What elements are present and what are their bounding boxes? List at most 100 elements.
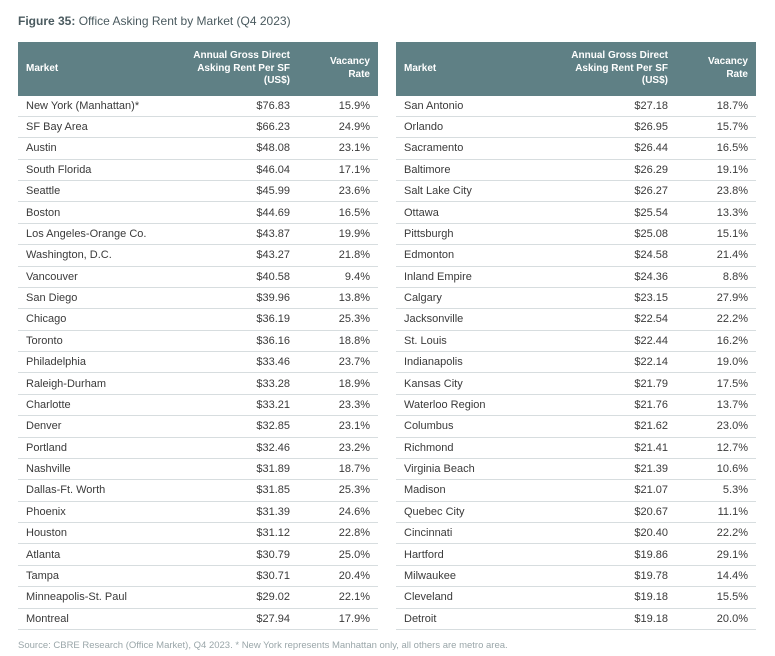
cell-rent: $27.18 xyxy=(546,96,676,117)
table-row: Denver$32.8523.1% xyxy=(18,416,378,437)
table-row: Virginia Beach$21.3910.6% xyxy=(396,458,756,479)
cell-market: Toronto xyxy=(18,330,168,351)
table-row: Toronto$36.1618.8% xyxy=(18,330,378,351)
col-header-market: Market xyxy=(18,42,168,96)
cell-rent: $20.40 xyxy=(546,523,676,544)
cell-vacancy: 20.4% xyxy=(298,565,378,586)
cell-vacancy: 20.0% xyxy=(676,608,756,629)
cell-vacancy: 19.9% xyxy=(298,223,378,244)
cell-rent: $43.27 xyxy=(168,245,298,266)
cell-vacancy: 25.3% xyxy=(298,309,378,330)
cell-rent: $26.29 xyxy=(546,159,676,180)
cell-rent: $27.94 xyxy=(168,608,298,629)
source-note: Source: CBRE Research (Office Market), Q… xyxy=(18,640,757,651)
cell-rent: $36.16 xyxy=(168,330,298,351)
cell-rent: $22.54 xyxy=(546,309,676,330)
table-row: Richmond$21.4112.7% xyxy=(396,437,756,458)
cell-vacancy: 23.1% xyxy=(298,416,378,437)
cell-rent: $21.07 xyxy=(546,480,676,501)
rent-table-left: Market Annual Gross Direct Asking Rent P… xyxy=(18,42,378,630)
cell-vacancy: 14.4% xyxy=(676,565,756,586)
cell-market: Boston xyxy=(18,202,168,223)
cell-market: Philadelphia xyxy=(18,352,168,373)
cell-rent: $40.58 xyxy=(168,266,298,287)
cell-rent: $22.44 xyxy=(546,330,676,351)
cell-rent: $26.95 xyxy=(546,116,676,137)
cell-vacancy: 22.2% xyxy=(676,523,756,544)
table-header-row: Market Annual Gross Direct Asking Rent P… xyxy=(396,42,756,96)
table-row: Philadelphia$33.4623.7% xyxy=(18,352,378,373)
cell-vacancy: 18.7% xyxy=(676,96,756,117)
cell-vacancy: 23.6% xyxy=(298,181,378,202)
cell-market: Calgary xyxy=(396,287,546,308)
table-row: Seattle$45.9923.6% xyxy=(18,181,378,202)
cell-vacancy: 21.8% xyxy=(298,245,378,266)
cell-vacancy: 24.9% xyxy=(298,116,378,137)
cell-vacancy: 11.1% xyxy=(676,501,756,522)
cell-market: Hartford xyxy=(396,544,546,565)
table-row: Austin$48.0823.1% xyxy=(18,138,378,159)
cell-market: Edmonton xyxy=(396,245,546,266)
cell-market: Pittsburgh xyxy=(396,223,546,244)
cell-vacancy: 23.2% xyxy=(298,437,378,458)
cell-rent: $33.28 xyxy=(168,373,298,394)
cell-market: Vancouver xyxy=(18,266,168,287)
cell-rent: $21.76 xyxy=(546,394,676,415)
cell-vacancy: 19.0% xyxy=(676,352,756,373)
cell-market: Indianapolis xyxy=(396,352,546,373)
cell-vacancy: 9.4% xyxy=(298,266,378,287)
cell-market: Waterloo Region xyxy=(396,394,546,415)
cell-rent: $26.44 xyxy=(546,138,676,159)
cell-market: Charlotte xyxy=(18,394,168,415)
table-row: St. Louis$22.4416.2% xyxy=(396,330,756,351)
table-row: Cincinnati$20.4022.2% xyxy=(396,523,756,544)
cell-vacancy: 5.3% xyxy=(676,480,756,501)
cell-vacancy: 13.8% xyxy=(298,287,378,308)
cell-rent: $33.46 xyxy=(168,352,298,373)
table-row: SF Bay Area$66.2324.9% xyxy=(18,116,378,137)
col-header-rent: Annual Gross Direct Asking Rent Per SF (… xyxy=(546,42,676,96)
cell-market: Orlando xyxy=(396,116,546,137)
cell-vacancy: 17.1% xyxy=(298,159,378,180)
cell-vacancy: 27.9% xyxy=(676,287,756,308)
table-row: Orlando$26.9515.7% xyxy=(396,116,756,137)
cell-market: Richmond xyxy=(396,437,546,458)
table-row: Indianapolis$22.1419.0% xyxy=(396,352,756,373)
table-row: Charlotte$33.2123.3% xyxy=(18,394,378,415)
cell-vacancy: 23.7% xyxy=(298,352,378,373)
cell-market: Jacksonville xyxy=(396,309,546,330)
figure-title: Figure 35: Office Asking Rent by Market … xyxy=(18,14,757,28)
cell-rent: $25.08 xyxy=(546,223,676,244)
cell-vacancy: 22.2% xyxy=(676,309,756,330)
cell-rent: $24.36 xyxy=(546,266,676,287)
cell-market: Portland xyxy=(18,437,168,458)
col-header-market: Market xyxy=(396,42,546,96)
cell-market: Quebec City xyxy=(396,501,546,522)
figure-subtitle: Office Asking Rent by Market (Q4 2023) xyxy=(79,14,291,28)
table-row: Salt Lake City$26.2723.8% xyxy=(396,181,756,202)
table-row: Vancouver$40.589.4% xyxy=(18,266,378,287)
cell-rent: $46.04 xyxy=(168,159,298,180)
cell-market: Austin xyxy=(18,138,168,159)
cell-vacancy: 15.7% xyxy=(676,116,756,137)
table-row: Atlanta$30.7925.0% xyxy=(18,544,378,565)
table-row: Waterloo Region$21.7613.7% xyxy=(396,394,756,415)
cell-vacancy: 18.8% xyxy=(298,330,378,351)
cell-market: Milwaukee xyxy=(396,565,546,586)
cell-vacancy: 22.1% xyxy=(298,587,378,608)
col-header-vacancy: Vacancy Rate xyxy=(298,42,378,96)
table-row: San Antonio$27.1818.7% xyxy=(396,96,756,117)
cell-market: Phoenix xyxy=(18,501,168,522)
cell-market: Virginia Beach xyxy=(396,458,546,479)
cell-vacancy: 10.6% xyxy=(676,458,756,479)
cell-market: Madison xyxy=(396,480,546,501)
cell-rent: $33.21 xyxy=(168,394,298,415)
table-row: Chicago$36.1925.3% xyxy=(18,309,378,330)
cell-rent: $43.87 xyxy=(168,223,298,244)
col-header-vacancy: Vacancy Rate xyxy=(676,42,756,96)
cell-market: Sacramento xyxy=(396,138,546,159)
cell-vacancy: 13.3% xyxy=(676,202,756,223)
table-row: Calgary$23.1527.9% xyxy=(396,287,756,308)
table-row: Nashville$31.8918.7% xyxy=(18,458,378,479)
cell-vacancy: 25.3% xyxy=(298,480,378,501)
